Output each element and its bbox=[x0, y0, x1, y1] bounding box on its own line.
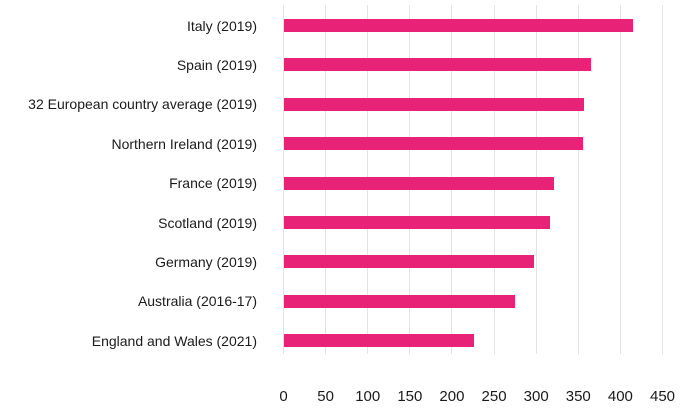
x-tick-label: 400 bbox=[607, 388, 633, 405]
bar bbox=[284, 255, 534, 269]
category-label: England and Wales (2021) bbox=[91, 332, 257, 349]
gridline bbox=[577, 5, 579, 354]
bar bbox=[284, 294, 515, 308]
x-tick-label: 350 bbox=[565, 388, 591, 405]
x-tick-label: 0 bbox=[279, 388, 288, 405]
gridline bbox=[662, 5, 663, 354]
category-label: Scotland (2019) bbox=[158, 214, 257, 231]
bar bbox=[284, 58, 592, 72]
gridline bbox=[283, 5, 284, 354]
x-tick-label: 50 bbox=[317, 388, 334, 405]
x-tick-label: 300 bbox=[523, 388, 549, 405]
bar bbox=[284, 137, 583, 151]
gridline bbox=[619, 5, 621, 354]
bar bbox=[284, 334, 475, 348]
x-tick-label: 200 bbox=[439, 388, 465, 405]
category-label: Spain (2019) bbox=[176, 56, 257, 73]
category-label: Germany (2019) bbox=[155, 253, 257, 270]
category-label: Australia (2016-17) bbox=[137, 293, 257, 310]
bar bbox=[284, 19, 633, 32]
x-tick-label: 100 bbox=[355, 388, 381, 405]
x-tick-label: 150 bbox=[397, 388, 423, 405]
x-tick-label: 250 bbox=[481, 388, 507, 405]
bar bbox=[284, 97, 584, 111]
category-label: France (2019) bbox=[169, 175, 257, 192]
x-tick-label: 450 bbox=[649, 388, 676, 405]
category-label: Northern Ireland (2019) bbox=[111, 135, 257, 152]
bar bbox=[284, 216, 550, 229]
category-label: Italy (2019) bbox=[186, 17, 257, 34]
category-label: 32 European country average (2019) bbox=[28, 96, 257, 113]
bar bbox=[284, 176, 555, 190]
